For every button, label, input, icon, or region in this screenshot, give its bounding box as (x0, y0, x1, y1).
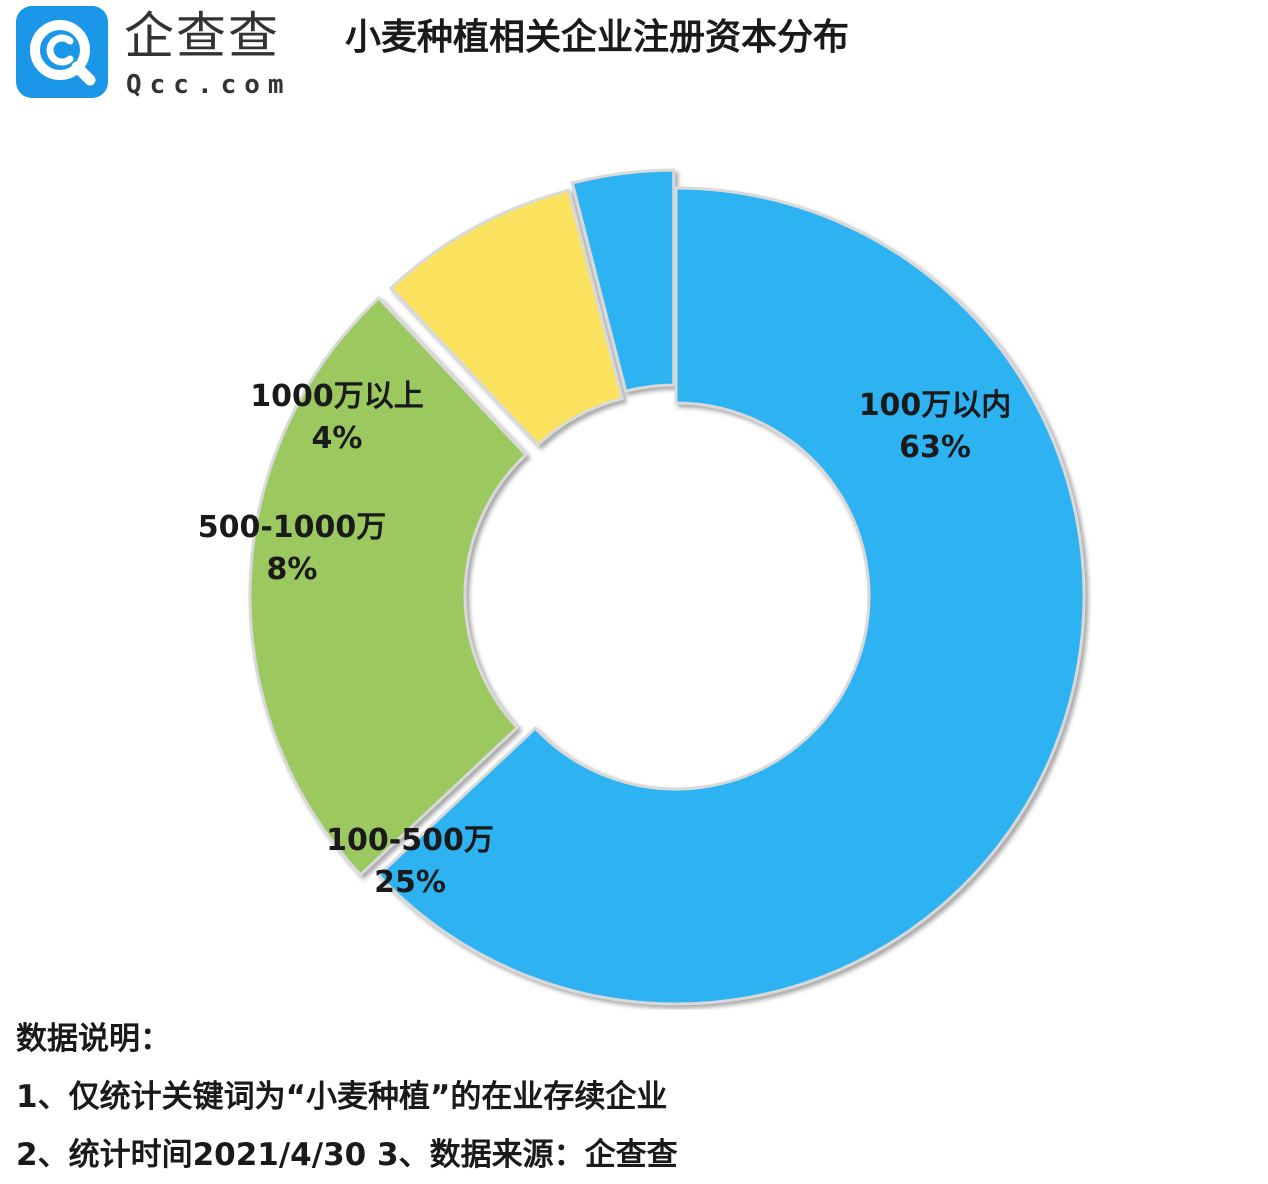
logo: 企查查 Qcc.com (16, 6, 316, 106)
chart-title: 小麦种植相关企业注册资本分布 (345, 17, 850, 58)
donut-slice-1 (376, 186, 1086, 1006)
notes-heading: 数据说明： (16, 1021, 171, 1057)
notes-line-1: 1、仅统计关键词为“小麦种植”的在业存续企业 (16, 1079, 668, 1115)
donut-slice-4 (570, 168, 676, 394)
slice-label-2: 100-500万 (326, 823, 494, 858)
logo-name-cn: 企查查 (124, 7, 280, 65)
slice-label-1: 100万以内 (859, 388, 1012, 423)
notes-line-2: 2、统计时间2021/4/30 3、数据来源：企查查 (16, 1137, 678, 1173)
donut-slice-2 (248, 295, 529, 877)
slice-percent-4: 4% (312, 421, 363, 456)
donut-chart: 100万以内 63% 100-500万 25% 500-1000万 8% 1000万以上 4% (198, 168, 1086, 1006)
logo-name-en: Qcc.com (126, 70, 292, 100)
slice-label-3: 500-1000万 (198, 510, 387, 545)
slice-percent-2: 25% (374, 865, 446, 900)
magnifier-c-icon (30, 20, 96, 86)
slice-percent-3: 8% (267, 552, 318, 587)
slice-label-4: 1000万以上 (250, 379, 424, 414)
donut-slice-3 (388, 188, 625, 447)
logo-badge (16, 6, 108, 98)
data-notes: 数据说明： 1、仅统计关键词为“小麦种植”的在业存续企业 2、统计时间2021/… (16, 1010, 1256, 1184)
slice-percent-1: 63% (899, 430, 971, 465)
